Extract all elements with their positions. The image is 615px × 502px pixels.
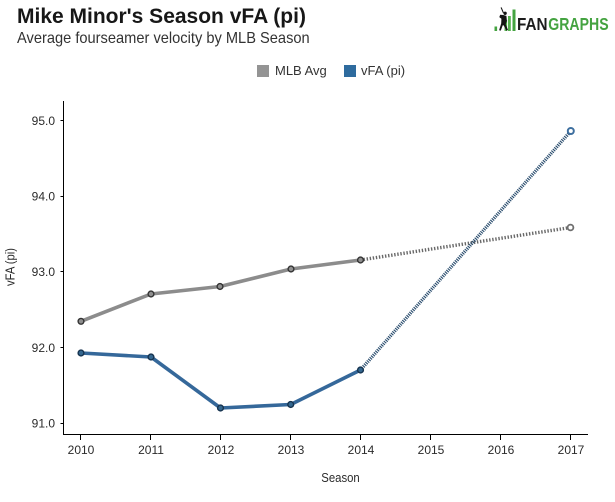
svg-text:92.0: 92.0 [32,341,56,355]
svg-text:2012: 2012 [208,443,235,457]
svg-text:94.0: 94.0 [32,189,56,203]
svg-text:2015: 2015 [418,443,445,457]
svg-text:Season: Season [321,470,360,485]
svg-text:vFA (pi): vFA (pi) [4,248,18,286]
svg-text:95.0: 95.0 [32,114,56,128]
svg-text:91.0: 91.0 [32,416,56,430]
svg-text:FAN: FAN [517,14,548,34]
svg-text:2010: 2010 [68,443,95,457]
svg-text:2017: 2017 [558,443,585,457]
svg-text:GRAPHS: GRAPHS [548,14,609,34]
svg-text:2016: 2016 [488,443,515,457]
svg-text:2013: 2013 [278,443,305,457]
svg-text:2011: 2011 [138,443,164,457]
svg-text:2014: 2014 [348,443,375,457]
svg-text:93.0: 93.0 [32,265,56,279]
